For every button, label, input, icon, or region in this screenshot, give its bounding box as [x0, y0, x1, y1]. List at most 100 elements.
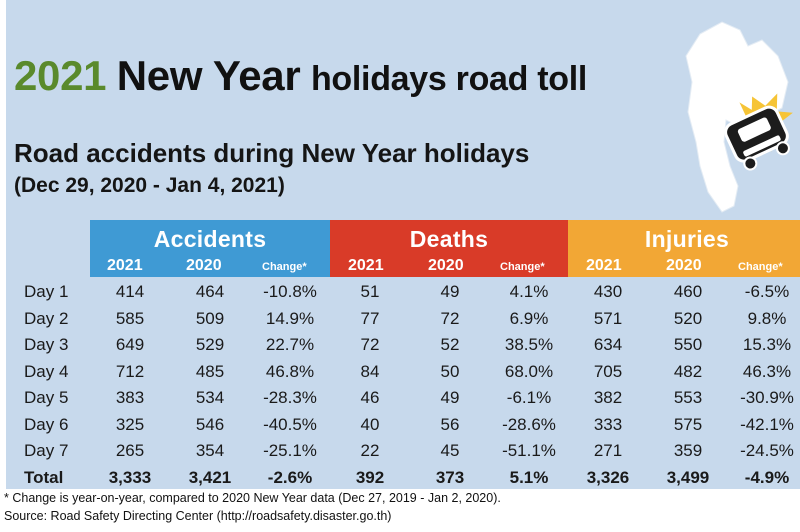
deaths-change-header: Change*	[500, 261, 545, 273]
deaths-2021-header: 2021	[348, 257, 384, 274]
accidents-2020-cell: 464	[195, 282, 225, 302]
injuries-2021-cell: 634	[593, 335, 623, 355]
date-range: (Dec 29, 2020 - Jan 4, 2021)	[14, 174, 285, 197]
day-label: Day 7	[24, 441, 69, 461]
deaths-2021-cell: 51	[360, 282, 380, 302]
deaths-2020-cell: 72	[440, 308, 460, 328]
deaths-2021-cell: 77	[360, 308, 380, 328]
accidents-2020-cell: 546	[195, 414, 225, 434]
injuries-2020-header: 2020	[666, 257, 702, 274]
injuries-2021-cell: 382	[593, 388, 623, 408]
deaths-2020-cell: 49	[440, 282, 460, 302]
injuries-2021-cell: 333	[593, 414, 623, 434]
accidents-change-total: -2.6%	[267, 467, 313, 487]
accidents-2021-total: 3,333	[108, 467, 152, 487]
source-credit: Source: Road Safety Directing Center (ht…	[4, 509, 392, 523]
injuries-change-cell: 15.3%	[742, 335, 792, 355]
injuries-label: Injuries	[644, 226, 730, 252]
table-row: Day 6 325 546 -40.5% 40 56 -28.6% 333 57…	[12, 412, 800, 439]
accidents-change-cell: 46.8%	[265, 361, 315, 381]
infographic-card: 2021 New Year holidays road toll Road ac…	[0, 0, 800, 489]
deaths-2020-cell: 45	[440, 441, 460, 461]
accidents-2021-header: 2021	[107, 257, 143, 274]
accidents-label: Accidents	[153, 226, 267, 252]
car-wheel	[775, 141, 790, 156]
accidents-2021-cell: 649	[115, 335, 145, 355]
page-title: 2021 New Year holidays road toll	[14, 52, 587, 100]
deaths-change-cell: 68.0%	[504, 361, 554, 381]
accidents-2021-cell: 265	[115, 441, 145, 461]
accidents-2021-cell: 585	[115, 308, 145, 328]
title-year: 2021	[14, 52, 107, 99]
deaths-change-cell: -28.6%	[502, 414, 556, 434]
deaths-2020-cell: 52	[440, 335, 460, 355]
accidents-header: Accidents 2021 2020 Change*	[90, 220, 330, 277]
day-label: Day 2	[24, 308, 69, 328]
injuries-2020-cell: 550	[673, 335, 703, 355]
total-label: Total	[24, 467, 64, 487]
table-row: Day 3 649 529 22.7% 72 52 38.5% 634 550 …	[12, 332, 800, 359]
accidents-2020-cell: 485	[195, 361, 225, 381]
accidents-change-cell: 22.7%	[265, 335, 315, 355]
car-bumper	[743, 135, 781, 157]
subtitle: Road accidents during New Year holidays	[14, 138, 530, 168]
accidents-change-header: Change*	[262, 261, 307, 273]
injuries-2021-cell: 271	[593, 441, 623, 461]
accidents-2020-total: 3,421	[188, 467, 232, 487]
injuries-2020-total: 3,499	[666, 467, 710, 487]
table-row: Day 4 712 485 46.8% 84 50 68.0% 705 482 …	[12, 359, 800, 386]
deaths-2020-cell: 56	[440, 414, 460, 434]
car-wheel	[743, 156, 758, 171]
deaths-2020-total: 373	[435, 467, 465, 487]
table-row: Day 7 265 354 -25.1% 22 45 -51.1% 271 35…	[12, 438, 800, 465]
title-main: New Year	[116, 52, 301, 99]
overturned-car-icon	[724, 93, 793, 171]
car-window	[737, 117, 771, 142]
deaths-2020-cell: 49	[440, 388, 460, 408]
injuries-change-cell: -6.5%	[744, 282, 790, 302]
road-toll-table: Day 1 414 464 -10.8% 51 49 4.1% 430 460 …	[12, 279, 800, 491]
accidents-change-cell: -40.5%	[263, 414, 317, 434]
accidents-change-cell: 14.9%	[265, 308, 315, 328]
deaths-2020-cell: 50	[440, 361, 460, 381]
accidents-2021-cell: 712	[115, 361, 145, 381]
deaths-2021-cell: 22	[360, 441, 380, 461]
day-label: Day 6	[24, 414, 69, 434]
accidents-change-cell: -10.8%	[263, 282, 317, 302]
injuries-change-cell: 9.8%	[747, 308, 787, 328]
accidents-2020-cell: 534	[195, 388, 225, 408]
injuries-header: Injuries 2021 2020 Change*	[568, 220, 800, 277]
injuries-2020-cell: 575	[673, 414, 703, 434]
accidents-change-cell: -25.1%	[263, 441, 317, 461]
injuries-2021-cell: 571	[593, 308, 623, 328]
deaths-2021-cell: 46	[360, 388, 380, 408]
injuries-change-cell: -24.5%	[740, 441, 794, 461]
injuries-2020-cell: 520	[673, 308, 703, 328]
accidents-2020-cell: 509	[195, 308, 225, 328]
injuries-change-cell: -30.9%	[740, 388, 794, 408]
thailand-map-icon	[685, 21, 793, 213]
injuries-2020-cell: 460	[673, 282, 703, 302]
deaths-change-cell: -6.1%	[506, 388, 552, 408]
injuries-2020-cell: 359	[673, 441, 703, 461]
table-row: Day 5 383 534 -28.3% 46 49 -6.1% 382 553…	[12, 385, 800, 412]
deaths-change-cell: 6.9%	[509, 308, 549, 328]
accidents-2020-header: 2020	[186, 257, 222, 274]
injuries-2021-cell: 430	[593, 282, 623, 302]
injuries-2020-cell: 482	[673, 361, 703, 381]
injuries-2021-total: 3,326	[586, 467, 630, 487]
injuries-2020-cell: 553	[673, 388, 703, 408]
total-row: Total 3,333 3,421 -2.6% 392 373 5.1% 3,3…	[12, 465, 800, 492]
day-label: Day 5	[24, 388, 69, 408]
injuries-change-total: -4.9%	[744, 467, 790, 487]
deaths-change-cell: -51.1%	[502, 441, 556, 461]
injuries-2021-header: 2021	[586, 257, 622, 274]
accidents-2021-cell: 414	[115, 282, 145, 302]
title-rest: holidays road toll	[310, 60, 588, 98]
accidents-change-cell: -28.3%	[263, 388, 317, 408]
accidents-2020-cell: 529	[195, 335, 225, 355]
deaths-2021-total: 392	[355, 467, 385, 487]
day-label: Day 3	[24, 335, 69, 355]
accidents-2020-cell: 354	[195, 441, 225, 461]
deaths-2020-header: 2020	[428, 257, 464, 274]
